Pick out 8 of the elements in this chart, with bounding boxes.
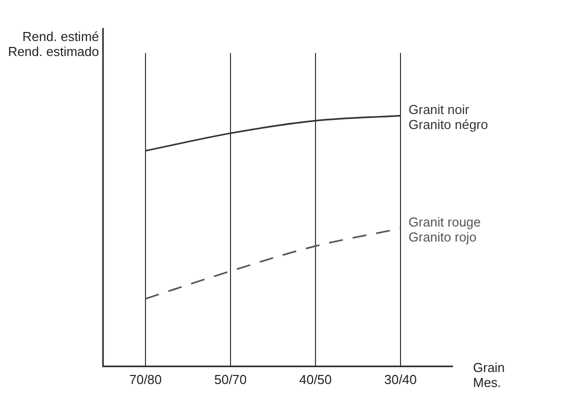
x-axis-title: Grain Mes. [473, 360, 505, 390]
y-axis-title: Rend. estimé Rend. estimado [8, 29, 99, 60]
series-label: Granit noir Granito négro [408, 102, 488, 132]
x-tick-label: 40/50 [299, 372, 332, 387]
series-label: Granit rouge Granito rojo [408, 214, 481, 245]
x-tick-label: 30/40 [384, 372, 417, 387]
x-tick-label: 70/80 [129, 372, 162, 387]
x-tick-label: 50/70 [214, 372, 247, 387]
